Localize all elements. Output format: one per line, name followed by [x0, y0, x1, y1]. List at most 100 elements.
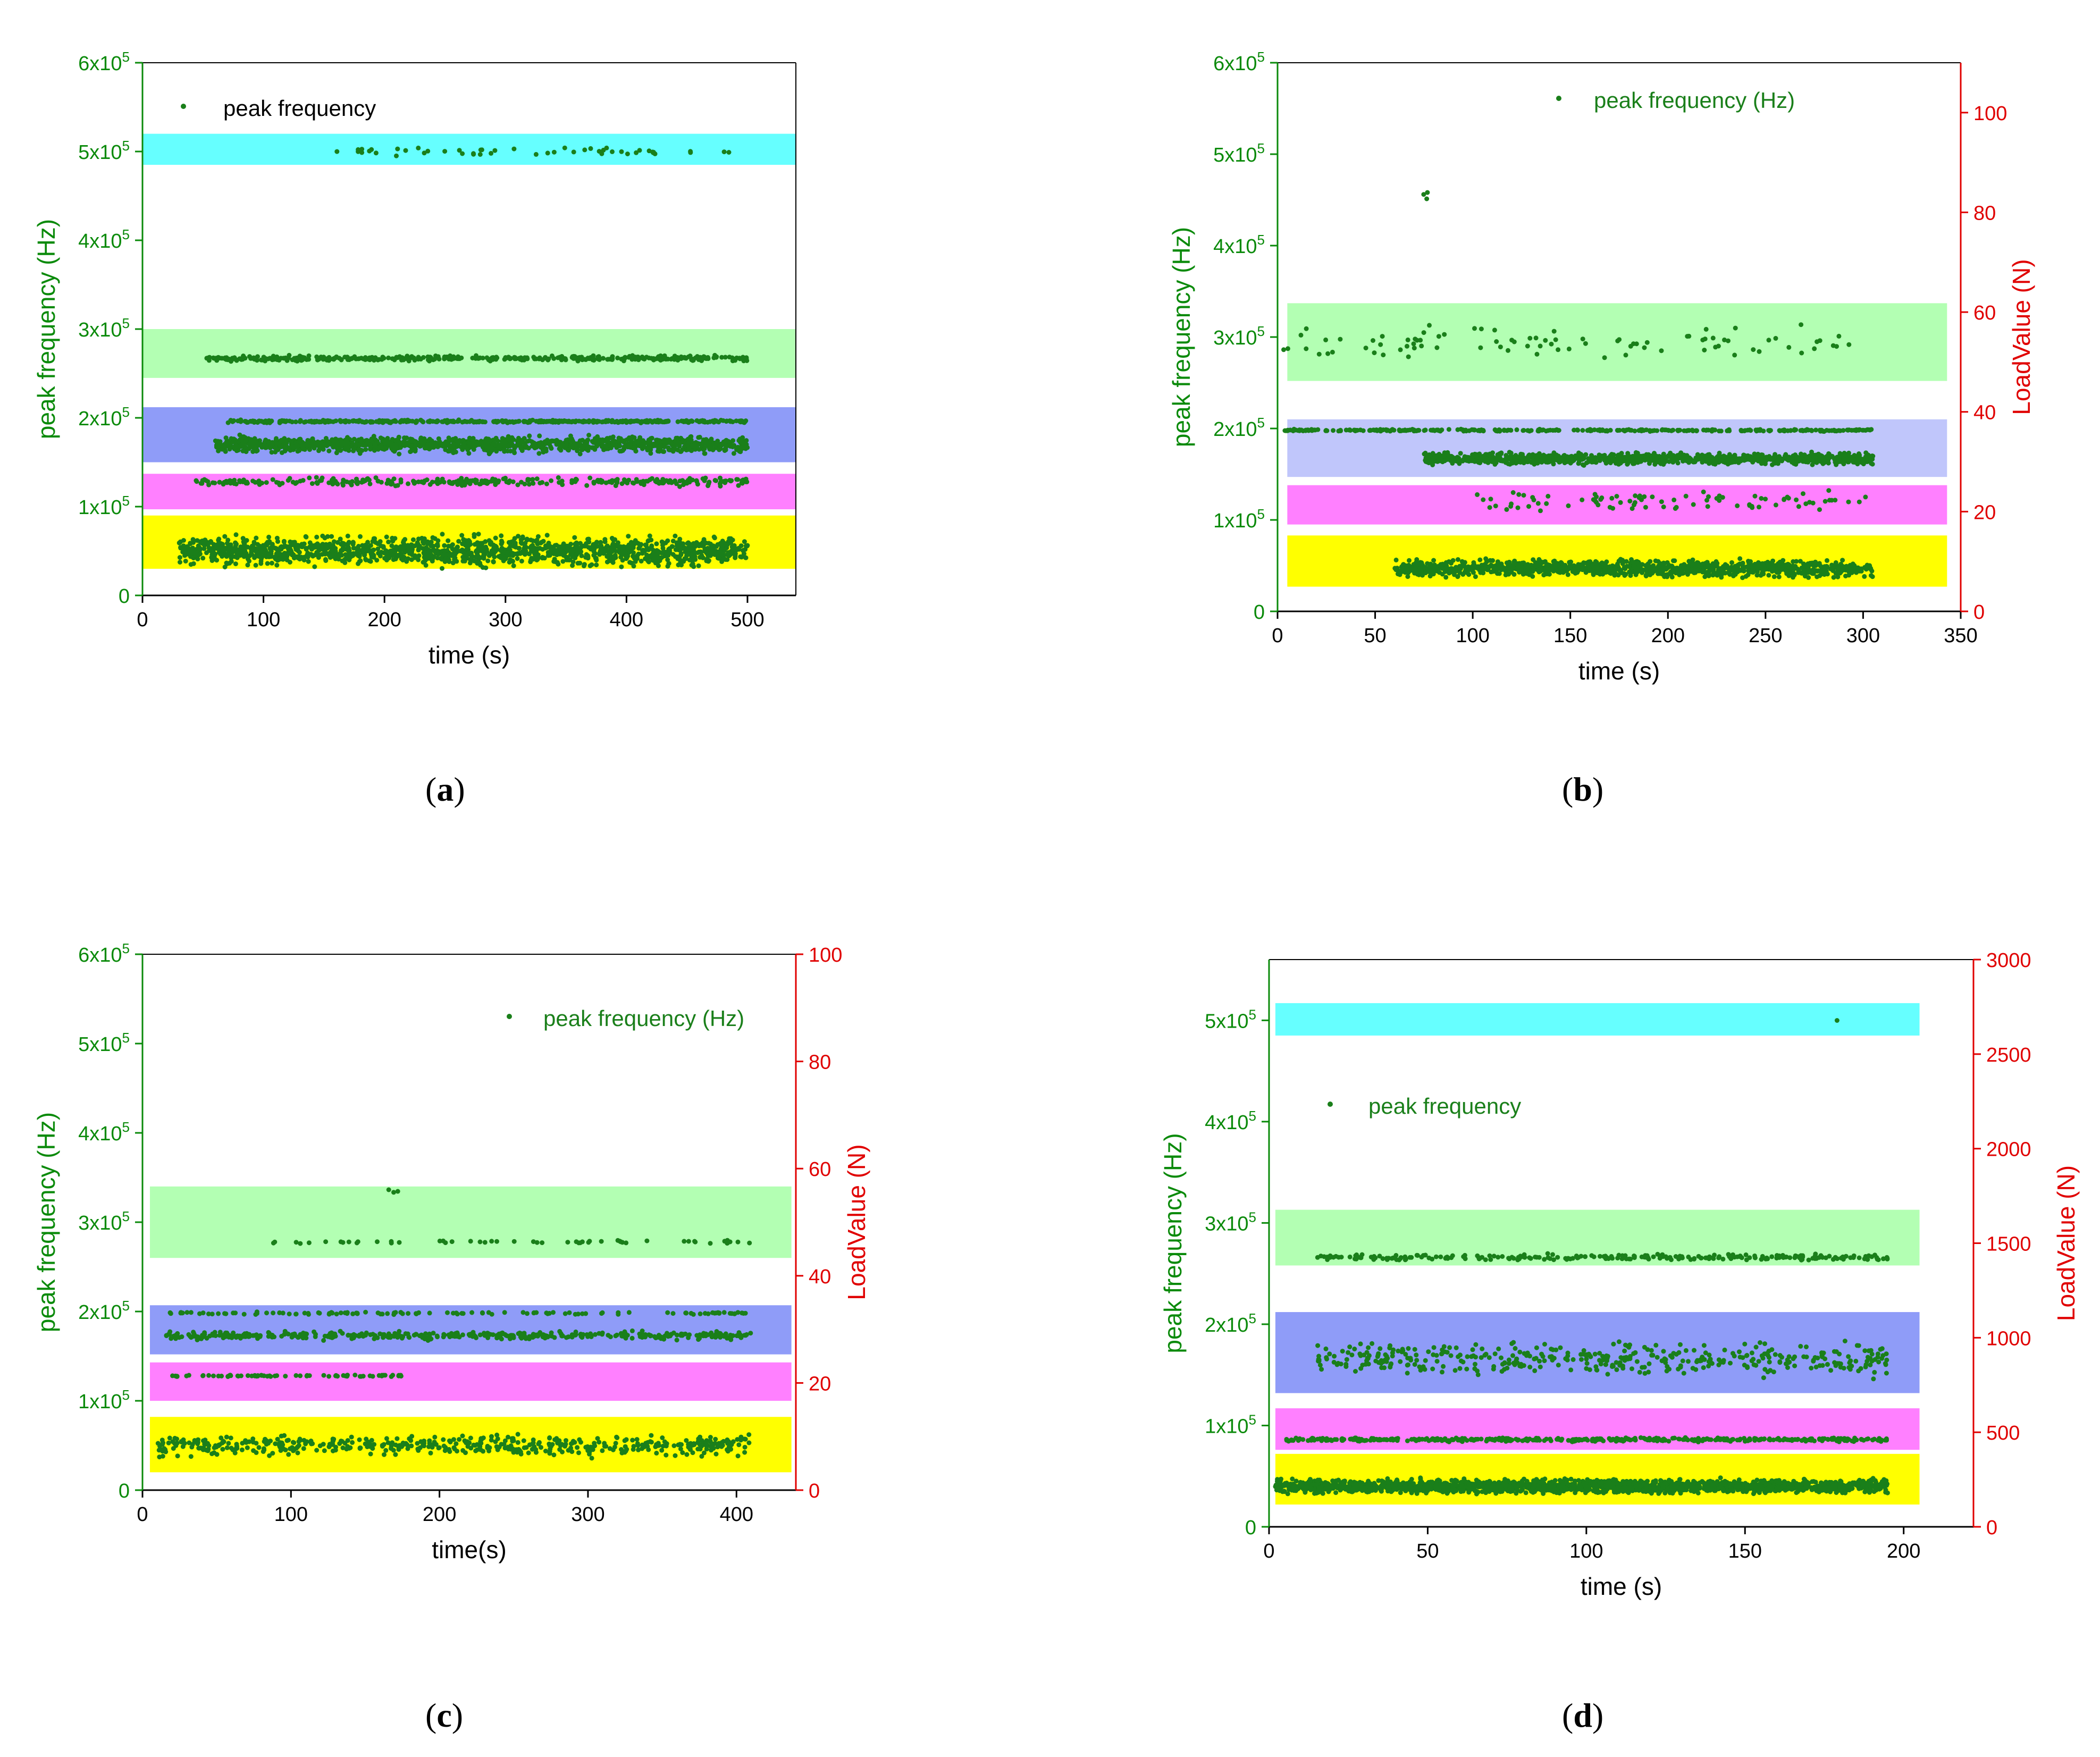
data-point: [411, 481, 417, 486]
data-point: [389, 548, 394, 553]
data-point: [254, 535, 259, 541]
data-point: [404, 559, 409, 564]
data-point: [743, 418, 749, 423]
data-point: [616, 540, 620, 545]
data-point: [1527, 335, 1533, 341]
data-point: [273, 449, 278, 455]
data-point: [691, 358, 696, 363]
data-point: [617, 550, 622, 555]
data-point: [330, 548, 335, 553]
data-point: [704, 556, 710, 561]
data-point: [661, 449, 667, 454]
data-point: [522, 357, 527, 363]
data-point: [421, 480, 426, 485]
data-point: [642, 418, 648, 424]
data-point: [525, 477, 531, 482]
data-point: [591, 480, 597, 485]
data-point: [253, 444, 258, 449]
data-point: [626, 534, 631, 539]
data-point: [293, 419, 298, 424]
data-point: [476, 532, 481, 537]
data-point: [1372, 350, 1377, 356]
data-point: [345, 533, 350, 539]
data-point: [587, 444, 592, 450]
data-point: [475, 442, 481, 447]
data-point: [630, 353, 635, 358]
data-point: [1685, 334, 1690, 339]
data-point: [439, 557, 444, 562]
data-point: [623, 550, 628, 555]
data-point: [305, 554, 310, 559]
series-1: [204, 352, 750, 364]
data-point: [442, 149, 448, 154]
data-point: [181, 545, 186, 550]
data-point: [504, 479, 509, 484]
data-point: [618, 554, 624, 560]
data-point: [1492, 327, 1497, 333]
data-point: [300, 447, 306, 452]
data-point: [610, 541, 616, 547]
data-point: [177, 555, 182, 560]
data-point: [1834, 344, 1839, 349]
series-0: [334, 145, 732, 158]
data-point: [1836, 333, 1842, 339]
data-point: [251, 355, 256, 360]
data-point: [217, 480, 222, 485]
data-point: [1506, 348, 1510, 353]
data-point: [345, 355, 350, 360]
data-point: [533, 356, 539, 362]
data-point: [1538, 343, 1543, 349]
chart-a: 0 100 200 300 400 50001x1052x1053x1054x1055x1…: [32, 49, 796, 669]
data-point: [696, 563, 701, 568]
data-point: [1566, 346, 1572, 351]
data-point: [358, 558, 363, 564]
data-point: [649, 543, 654, 549]
data-point: [544, 481, 549, 486]
data-point: [1627, 427, 1633, 433]
data-point: [436, 436, 441, 441]
data-point: [383, 446, 388, 451]
data-point: [201, 540, 207, 545]
data-point: [1799, 350, 1804, 356]
data-point: [306, 559, 311, 564]
data-point: [635, 556, 640, 561]
data-point: [700, 356, 705, 361]
data-point: [234, 555, 240, 560]
data-point: [233, 532, 239, 537]
data-point: [479, 478, 484, 483]
data-point: [535, 546, 541, 551]
data-point: [233, 561, 238, 567]
data-point: [368, 447, 373, 452]
data-point: [604, 145, 609, 150]
data-point: [524, 537, 530, 543]
data-point: [1422, 428, 1427, 433]
data-point: [362, 548, 367, 553]
data-point: [386, 539, 391, 544]
data-point: [1753, 427, 1759, 433]
data-point: [462, 419, 467, 424]
data-point: [227, 447, 232, 452]
data-point: [1654, 428, 1660, 433]
data-point: [351, 436, 357, 442]
data-point: [1476, 427, 1482, 433]
data-point: [1602, 355, 1607, 360]
data-point: [385, 441, 391, 447]
data-point: [599, 151, 604, 156]
data-point: [194, 478, 199, 483]
data-point: [518, 357, 523, 362]
data-point: [304, 545, 309, 551]
data-point: [510, 553, 516, 558]
data-point: [457, 148, 462, 153]
data-point: [304, 534, 309, 540]
legend-label: peak frequency: [223, 96, 376, 121]
data-point: [386, 355, 391, 360]
data-point: [534, 537, 540, 543]
data-point: [289, 551, 295, 556]
data-point: [301, 541, 307, 547]
data-point: [674, 547, 679, 552]
data-point: [319, 478, 324, 483]
data-point: [518, 537, 524, 542]
data-point: [406, 358, 411, 364]
data-point: [1809, 428, 1815, 433]
data-point: [471, 419, 476, 425]
